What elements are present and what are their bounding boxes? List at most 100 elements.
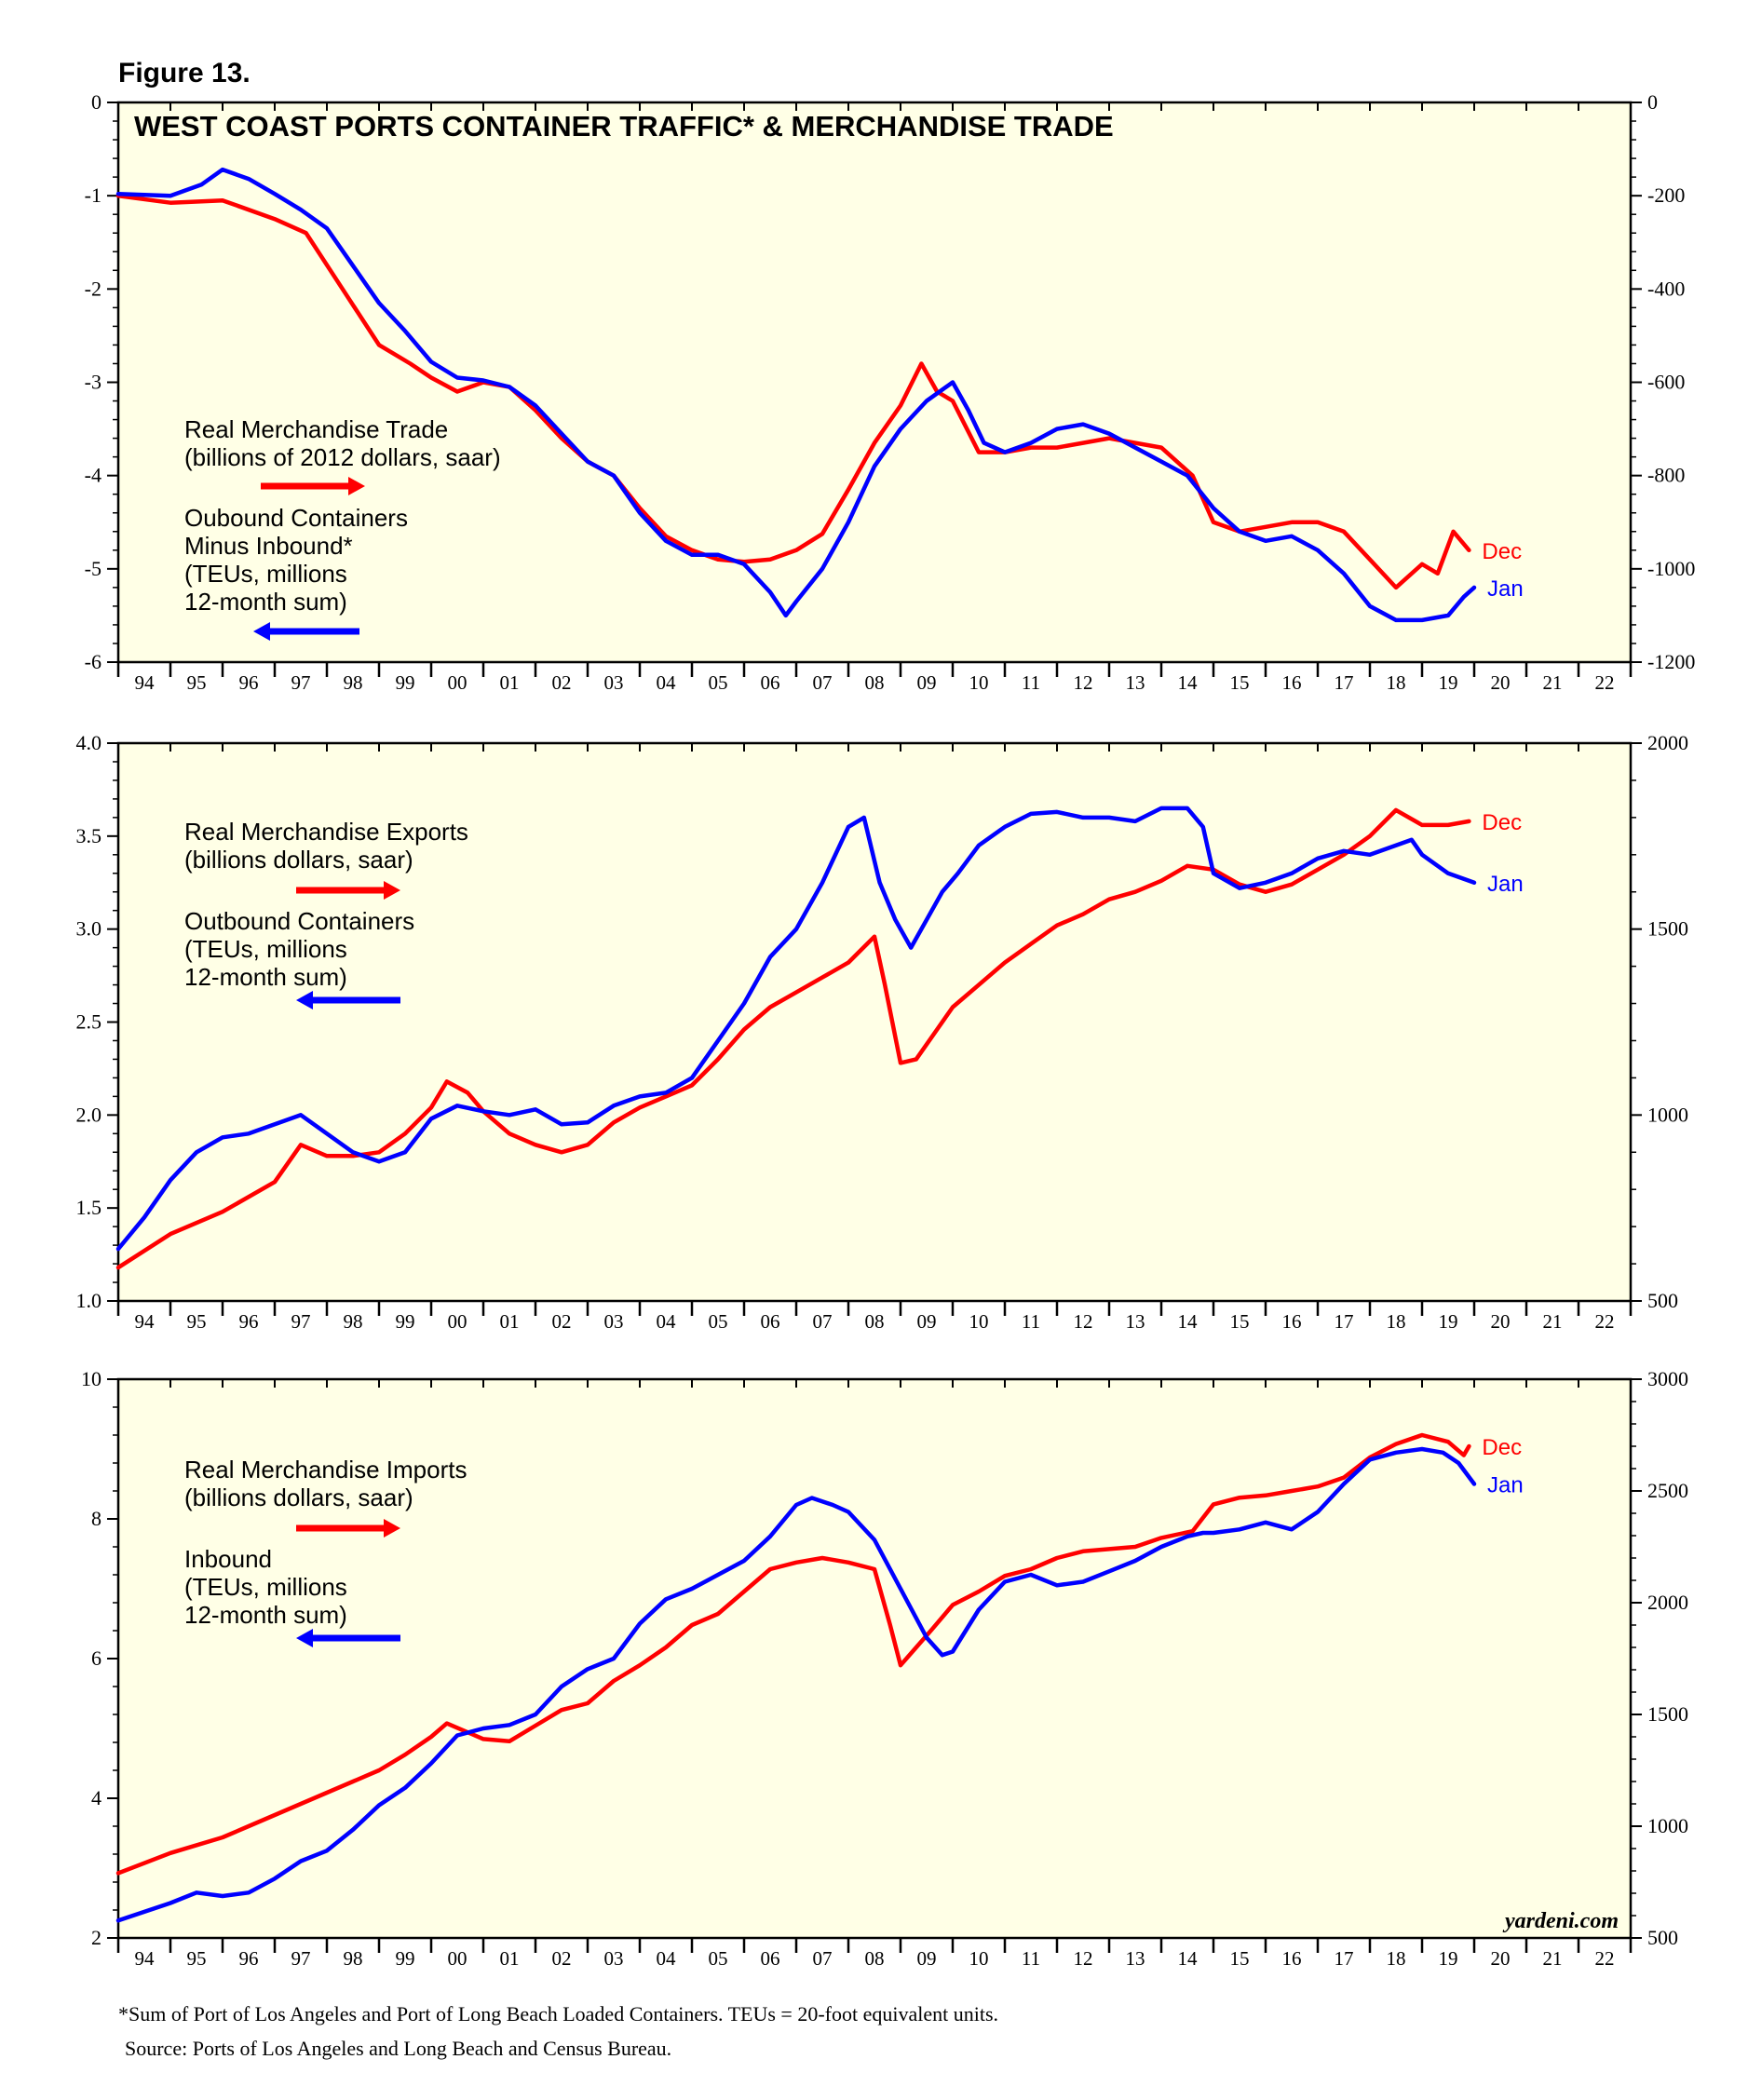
- panel-2-blue-legend-line-3: 12-month sum): [184, 963, 347, 991]
- panel-2-year-label: 16: [1282, 1310, 1302, 1333]
- panel-2-year-label: 20: [1491, 1310, 1511, 1333]
- panel-1-year-label: 01: [500, 671, 520, 694]
- panel-2-series: Dec Jan: [115, 806, 1524, 1270]
- panel-3-year-label: 95: [187, 1947, 207, 1970]
- panel-3-year-label: 22: [1595, 1947, 1615, 1970]
- panel-1-year-label: 14: [1178, 671, 1199, 694]
- panel-1-year-label: 05: [709, 671, 728, 694]
- series-end-label-red-panel-2: Dec: [1482, 810, 1522, 835]
- panel-1-right-tick-label: -200: [1647, 183, 1685, 207]
- panel-1-year-label: 95: [187, 671, 207, 694]
- panel-1-left-tick-label: 0: [91, 90, 102, 114]
- panel-1: WEST COAST PORTS CONTAINER TRAFFIC* & ME…: [85, 90, 1696, 694]
- panel-3-year-label: 12: [1074, 1947, 1093, 1970]
- series-end-label-red-panel-3: Dec: [1482, 1435, 1522, 1460]
- panel-2-left-tick-label: 2.5: [76, 1010, 102, 1034]
- series-end-label-red-panel-1: Dec: [1482, 539, 1522, 564]
- panel-3-year-label: 09: [917, 1947, 937, 1970]
- panel-2-year-label: 97: [291, 1310, 311, 1333]
- panel-1-year-label: 09: [917, 671, 937, 694]
- panel-2-year-label: 17: [1335, 1310, 1354, 1333]
- panel-3-left-tick-label: 4: [91, 1786, 102, 1809]
- panel-2-year-label: 14: [1178, 1310, 1199, 1333]
- panel-1-year-label: 99: [396, 671, 415, 694]
- panel-2-right-tick-label: 1000: [1647, 1103, 1688, 1126]
- panel-2-year-label: 96: [239, 1310, 259, 1333]
- panel-1-blue-legend-line-1: Oubound Containers: [184, 504, 408, 532]
- panel-3-red-legend-line-1: Real Merchandise Imports: [184, 1456, 467, 1484]
- panel-1-year-label: 96: [239, 671, 259, 694]
- panel-2-year-label: 18: [1387, 1310, 1406, 1333]
- panel-1-year-label: 03: [604, 671, 624, 694]
- panel-3-year-label: 99: [396, 1947, 415, 1970]
- panel-1-year-label: 17: [1335, 671, 1354, 694]
- panel-1-year-label: 98: [344, 671, 363, 694]
- panel-3-year-label: 00: [448, 1947, 467, 1970]
- panel-3-year-label: 16: [1282, 1947, 1302, 1970]
- panel-3-blue-legend-line-3: 12-month sum): [184, 1601, 347, 1629]
- panel-2-year-label: 08: [865, 1310, 885, 1333]
- panel-1-year-label: 08: [865, 671, 885, 694]
- panel-2-red-legend-line-2: (billions dollars, saar): [184, 846, 413, 874]
- panel-1-right-tick-label: -1000: [1647, 557, 1695, 580]
- panel-1-year-label: 97: [291, 671, 311, 694]
- panel-3-year-label: 98: [344, 1947, 363, 1970]
- panel-3-right-tick-label: 2000: [1647, 1591, 1688, 1614]
- panel-1-red-legend-line-2: (billions of 2012 dollars, saar): [184, 443, 501, 471]
- panel-2-year-label: 01: [500, 1310, 520, 1333]
- panel-2-year-label: 02: [552, 1310, 572, 1333]
- panel-1-left-tick-label: -1: [85, 183, 102, 207]
- panel-1-year-label: 02: [552, 671, 572, 694]
- series-line-red-panel-1: [115, 193, 1471, 590]
- panel-1-blue-legend-line-3: (TEUs, millions: [184, 560, 347, 588]
- panel-1-year-label: 10: [969, 671, 989, 694]
- panel-1-right-tick-label: -600: [1647, 371, 1685, 394]
- panel-3-year-label: 02: [552, 1947, 572, 1970]
- panel-3-year-label: 06: [761, 1947, 780, 1970]
- panel-3-blue-legend-line-1: Inbound: [184, 1545, 272, 1573]
- panel-2-year-label: 06: [761, 1310, 780, 1333]
- series-line-blue-panel-2: [115, 806, 1477, 1252]
- panel-2-blue-legend-line-1: Outbound Containers: [184, 907, 414, 935]
- panel-3-left-tick-label: 8: [91, 1507, 102, 1530]
- panel-1-year-label: 07: [813, 671, 833, 694]
- panel-1-title: WEST COAST PORTS CONTAINER TRAFFIC* & ME…: [134, 110, 1114, 142]
- panel-1-right-tick-label: 0: [1647, 90, 1658, 114]
- panel-2-right-tick-label: 1500: [1647, 917, 1688, 941]
- panel-3-right-tick-label: 500: [1647, 1926, 1678, 1949]
- panel-2-year-label: 94: [135, 1310, 156, 1333]
- panel-1-year-label: 11: [1022, 671, 1040, 694]
- panel-1-year-label: 21: [1543, 671, 1563, 694]
- panel-1-right-tick-label: -1200: [1647, 650, 1695, 673]
- panel-2-year-label: 19: [1439, 1310, 1458, 1333]
- panel-3-year-label: 15: [1230, 1947, 1250, 1970]
- panel-2-year-label: 07: [813, 1310, 833, 1333]
- panel-1-series: Dec Jan: [115, 167, 1524, 623]
- panel-3-red-legend-line-2: (billions dollars, saar): [184, 1484, 413, 1511]
- panel-3-left-tick-label: 6: [91, 1646, 102, 1670]
- panel-1-left-tick-label: -3: [85, 371, 102, 394]
- panel-3-year-label: 18: [1387, 1947, 1406, 1970]
- panel-1-year-label: 20: [1491, 671, 1511, 694]
- panel-3-left-tick-label: 2: [91, 1926, 102, 1949]
- panel-1-year-label: 22: [1595, 671, 1615, 694]
- panel-2-plot-area: [116, 741, 1633, 1303]
- panel-2-year-label: 98: [344, 1310, 363, 1333]
- panel-3-right-tick-label: 1000: [1647, 1814, 1688, 1837]
- panel-1-year-label: 12: [1074, 671, 1093, 694]
- panel-2-year-label: 04: [657, 1310, 677, 1333]
- panel-3-series: Dec Jan: [115, 1432, 1524, 1923]
- series-end-label-blue-panel-1: Jan: [1487, 576, 1524, 602]
- panel-3-year-label: 19: [1439, 1947, 1458, 1970]
- panel-2-left-tick-label: 1.0: [76, 1289, 102, 1312]
- panel-1-right-tick-label: -800: [1647, 464, 1685, 487]
- panel-1-year-label: 04: [657, 671, 677, 694]
- panel-2-left-tick-label: 2.0: [76, 1103, 102, 1126]
- panel-2-legend: Real Merchandise Exports (billions dolla…: [184, 818, 468, 1009]
- panel-2-blue-legend-arrow: [296, 991, 400, 1009]
- series-line-blue-panel-3: [115, 1446, 1477, 1923]
- panel-3-legend: Real Merchandise Imports (billions dolla…: [184, 1456, 467, 1647]
